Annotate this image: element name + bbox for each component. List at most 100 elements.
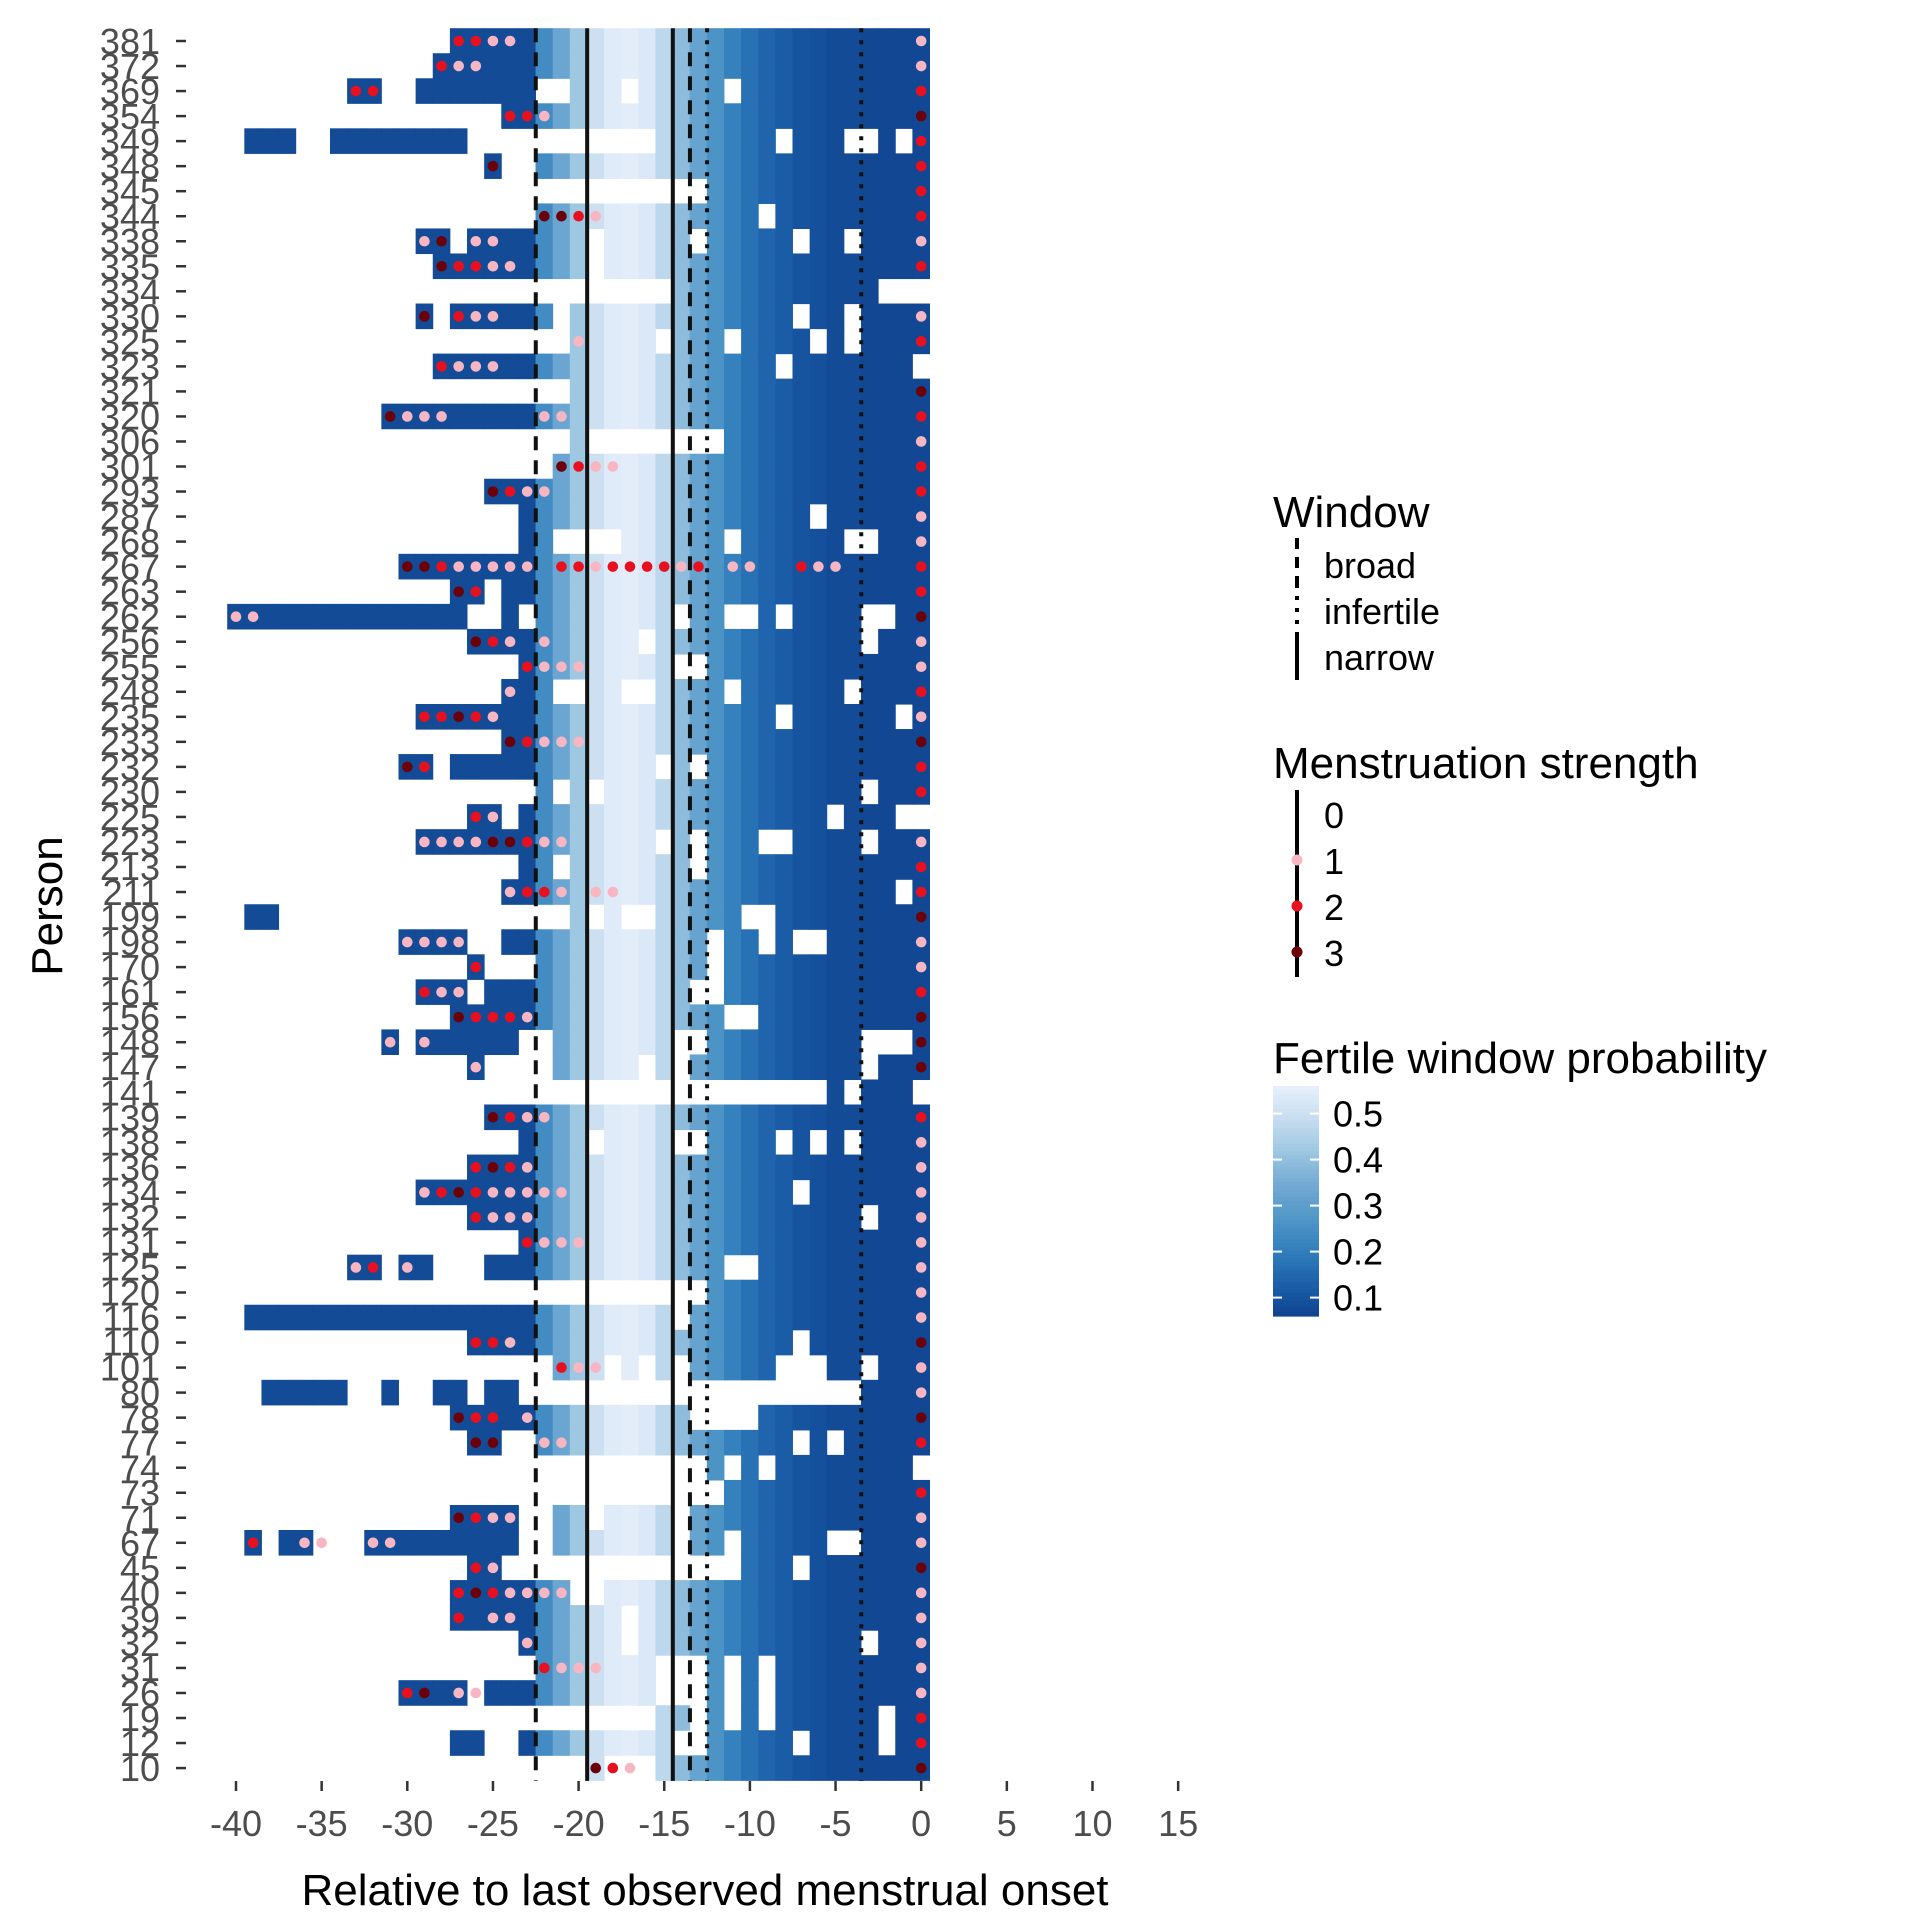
heatmap-cell bbox=[843, 1755, 862, 1781]
heatmap-cell bbox=[621, 704, 639, 730]
heatmap-cell bbox=[655, 1404, 674, 1431]
heatmap-cell bbox=[792, 1755, 811, 1781]
heatmap-cell bbox=[501, 929, 519, 955]
heatmap-cell bbox=[809, 954, 828, 980]
heatmap-cell bbox=[861, 1129, 879, 1156]
heatmap-cell bbox=[706, 1354, 725, 1381]
menstruation-dot bbox=[487, 35, 499, 47]
heatmap-cell bbox=[809, 678, 828, 705]
heatmap-cell bbox=[895, 1104, 913, 1131]
heatmap-cell bbox=[723, 1630, 742, 1656]
heatmap-cell bbox=[895, 829, 913, 855]
heatmap-cell bbox=[809, 1204, 828, 1231]
y-tick-label: 12 bbox=[120, 1723, 160, 1764]
menstruation-dot bbox=[419, 1036, 430, 1048]
heatmap-cell bbox=[723, 1279, 742, 1306]
heatmap-cell bbox=[621, 1104, 639, 1131]
heatmap-cell bbox=[861, 1004, 879, 1030]
heatmap-cell bbox=[621, 628, 639, 655]
colorbar-segment bbox=[1273, 1262, 1319, 1267]
heatmap-cell bbox=[826, 1454, 845, 1481]
heatmap-cell bbox=[569, 1304, 588, 1331]
heatmap-cell bbox=[655, 1054, 674, 1081]
heatmap-cell bbox=[569, 1504, 588, 1531]
heatmap-cell bbox=[792, 1029, 811, 1055]
heatmap-cell bbox=[655, 1605, 674, 1631]
menstruation-dot bbox=[504, 35, 516, 47]
menstruation-dot bbox=[470, 361, 482, 372]
heatmap-cell bbox=[826, 1179, 845, 1206]
heatmap-cell bbox=[826, 929, 845, 955]
heatmap-cell bbox=[741, 754, 759, 780]
heatmap-cell bbox=[792, 253, 811, 280]
heatmap-cell bbox=[861, 28, 879, 54]
heatmap-cell bbox=[484, 1304, 502, 1331]
heatmap-cell bbox=[792, 453, 811, 480]
heatmap-cell bbox=[895, 178, 913, 204]
heatmap-cell bbox=[741, 628, 759, 655]
heatmap-cell bbox=[569, 28, 588, 54]
heatmap-cell bbox=[792, 1705, 811, 1731]
heatmap-cell bbox=[689, 929, 708, 955]
menstruation-dot bbox=[419, 235, 430, 247]
heatmap-cell bbox=[569, 954, 588, 980]
heatmap-cell bbox=[621, 378, 639, 405]
heatmap-cell bbox=[843, 553, 862, 580]
y-tick-label: 301 bbox=[100, 447, 160, 488]
heatmap-cell bbox=[843, 103, 862, 129]
heatmap-cell bbox=[723, 829, 742, 855]
heatmap-cell bbox=[861, 478, 879, 505]
heatmap-cell bbox=[723, 503, 742, 530]
heatmap-cell bbox=[723, 1755, 742, 1781]
heatmap-cell bbox=[878, 1429, 896, 1456]
heatmap-cell bbox=[621, 1530, 639, 1556]
heatmap-cell bbox=[381, 603, 399, 630]
heatmap-cell bbox=[758, 1755, 776, 1781]
menstruation-dot bbox=[453, 836, 464, 848]
heatmap-cell bbox=[809, 278, 828, 305]
heatmap-cell bbox=[792, 1004, 811, 1030]
menstruation-dot bbox=[556, 1187, 567, 1198]
heatmap-cell bbox=[586, 854, 605, 880]
heatmap-cell bbox=[878, 1329, 896, 1356]
heatmap-cell bbox=[723, 353, 742, 380]
heatmap-cell bbox=[621, 28, 639, 54]
heatmap-cell bbox=[501, 1029, 519, 1055]
heatmap-cell bbox=[672, 403, 691, 430]
heatmap-cell bbox=[706, 1429, 725, 1456]
heatmap-cell bbox=[706, 303, 725, 330]
heatmap-cell bbox=[878, 503, 896, 530]
menstruation-dot bbox=[915, 436, 927, 447]
heatmap-cell bbox=[723, 228, 742, 255]
heatmap-cell bbox=[432, 78, 451, 104]
heatmap-cell bbox=[792, 729, 811, 755]
heatmap-cell bbox=[706, 1630, 725, 1656]
legend-menstruation-dot-2 bbox=[1291, 900, 1303, 912]
heatmap-cell bbox=[552, 1530, 571, 1556]
heatmap-cell bbox=[706, 1454, 725, 1481]
heatmap-cell bbox=[843, 203, 862, 230]
heatmap-cell bbox=[758, 378, 776, 405]
heatmap-cell bbox=[878, 53, 896, 79]
heatmap-cell bbox=[604, 503, 622, 530]
heatmap-cell bbox=[809, 1229, 828, 1256]
heatmap-cell bbox=[706, 1029, 725, 1055]
heatmap-cell bbox=[741, 1630, 759, 1656]
heatmap-cell bbox=[741, 1154, 759, 1181]
heatmap-cell bbox=[655, 1630, 674, 1656]
menstruation-dot bbox=[487, 1412, 499, 1423]
heatmap-cell bbox=[586, 1605, 605, 1631]
colorbar-segment bbox=[1273, 1220, 1319, 1225]
heatmap-cell bbox=[826, 303, 845, 330]
heatmap-cell bbox=[484, 1680, 502, 1706]
heatmap-cell bbox=[604, 328, 622, 355]
heatmap-cell bbox=[655, 503, 674, 530]
heatmap-cell bbox=[552, 1004, 571, 1030]
heatmap-cell bbox=[655, 153, 674, 179]
heatmap-cell bbox=[809, 628, 828, 655]
heatmap-cell bbox=[775, 1104, 793, 1131]
heatmap-cell bbox=[792, 904, 811, 930]
heatmap-cell bbox=[809, 854, 828, 880]
menstruation-dot bbox=[539, 661, 550, 673]
heatmap-cell bbox=[843, 879, 862, 905]
